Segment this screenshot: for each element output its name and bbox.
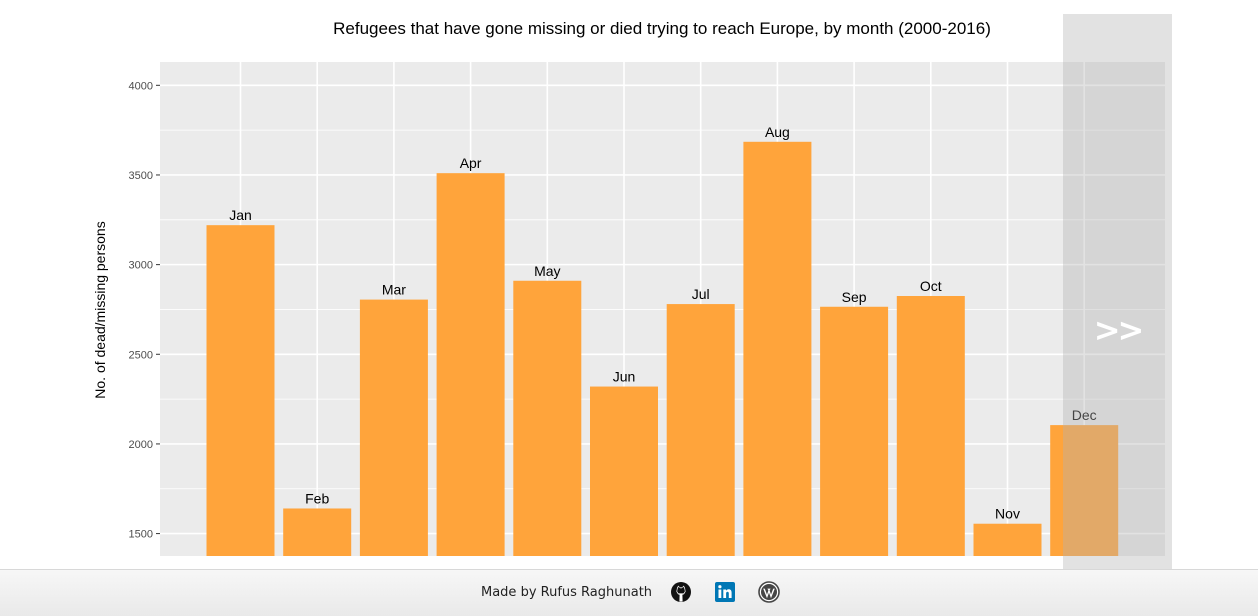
y-tick-label: 3500	[129, 170, 153, 182]
bar-apr	[436, 173, 505, 556]
bar-jul	[666, 304, 735, 556]
plot-panel	[160, 62, 1165, 556]
footer-credits: Made by Rufus Raghunath	[481, 581, 802, 603]
y-tick-label: 2000	[129, 439, 153, 451]
bar-jan	[206, 225, 275, 556]
y-tick-label: 3000	[129, 260, 153, 272]
y-tick-label: 1500	[129, 529, 153, 541]
bar-label-oct: Oct	[920, 278, 942, 294]
bar-labels: Jan Feb Mar Apr May Jun Jul Aug Sep Oct Nov Dec	[229, 124, 1096, 522]
bar-mar	[359, 299, 428, 556]
linkedin-icon[interactable]	[714, 581, 736, 603]
bar-label-aug: Aug	[765, 124, 790, 140]
bars	[206, 141, 1119, 557]
bar-label-jul: Jul	[692, 286, 710, 302]
author-credit: Made by Rufus Raghunath	[481, 584, 653, 600]
bar-label-feb: Feb	[305, 490, 329, 506]
bar-dec	[1050, 425, 1119, 556]
bar-label-sep: Sep	[842, 289, 867, 305]
bar-sep	[820, 306, 889, 556]
y-axis: 1500 2000 2500 3000 3500 4000	[129, 80, 160, 541]
next-slide-button[interactable]: >>	[1063, 14, 1172, 570]
y-tick-label: 2500	[129, 349, 153, 361]
double-chevron-right-icon: >>	[1093, 311, 1145, 349]
y-tick-label: 4000	[129, 80, 153, 92]
bar-aug	[743, 141, 812, 557]
bar-label-jun: Jun	[613, 369, 636, 385]
bar-feb	[283, 508, 352, 556]
bar-oct	[896, 296, 965, 556]
bar-nov	[973, 523, 1042, 556]
bar-label-may: May	[534, 263, 560, 279]
y-axis-title: No. of dead/missing persons	[92, 221, 108, 398]
wordpress-icon[interactable]	[758, 581, 780, 603]
bar-label-dec: Dec	[1072, 407, 1097, 423]
bar-label-nov: Nov	[995, 506, 1020, 522]
github-icon[interactable]	[670, 581, 692, 603]
footer: Made by Rufus Raghunath	[0, 569, 1258, 616]
bar-may	[513, 280, 582, 556]
chart-title: Refugees that have gone missing or died …	[333, 19, 991, 38]
bar-label-jan: Jan	[229, 207, 252, 223]
bar-jun	[590, 386, 658, 556]
bar-label-apr: Apr	[460, 155, 482, 171]
bar-label-mar: Mar	[382, 282, 406, 298]
